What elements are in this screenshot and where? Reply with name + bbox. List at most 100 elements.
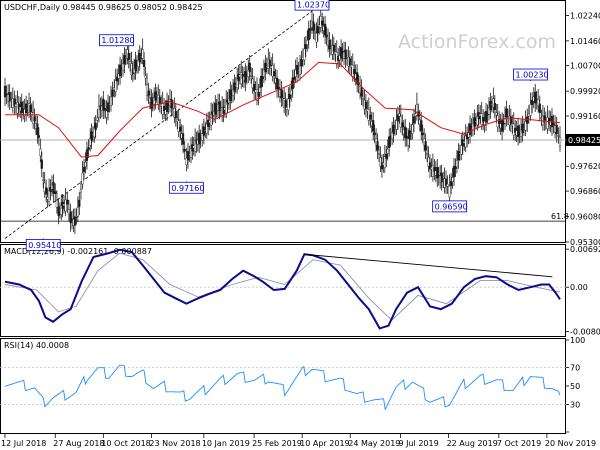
price-bar-body xyxy=(69,211,72,224)
annotation-box xyxy=(432,200,468,213)
price-bar-body xyxy=(444,178,448,186)
price-bar-body xyxy=(457,151,460,161)
price-bar-body xyxy=(247,69,250,77)
watermark: ActionForex.com xyxy=(398,31,556,53)
fib-618-label: 61.8 xyxy=(551,212,569,221)
annotation-box xyxy=(294,0,330,11)
price-bar-body xyxy=(17,103,20,109)
price-bar-body xyxy=(114,80,117,92)
price-bar-body xyxy=(489,100,492,111)
price-bar-body xyxy=(543,115,546,123)
rsi-tick-label: 70 xyxy=(570,364,580,373)
price-bar-body xyxy=(179,126,182,132)
price-bar-body xyxy=(482,116,485,122)
axis-layer: 1.02240 1.01460 1.00700 0.99920 0.99160 0.984… xyxy=(1,11,600,448)
macd-tick-label: 0.006927 xyxy=(570,245,600,254)
price-bar-body xyxy=(218,101,221,111)
price-bar-body xyxy=(251,78,254,89)
price-bar-body xyxy=(118,64,122,77)
price-bar-body xyxy=(207,119,210,127)
price-bar-body xyxy=(313,31,317,33)
price-bar-body xyxy=(75,216,78,218)
price-bar-body xyxy=(353,69,356,74)
price-bar-body xyxy=(84,161,87,167)
price-bar-body xyxy=(468,123,472,135)
price-bar-body xyxy=(13,98,16,106)
price-bar-body xyxy=(275,77,279,90)
price-bar-body xyxy=(102,98,105,111)
price-bar-body xyxy=(298,65,302,76)
macd-label: MACD(12,26,9) -0.002161 -0.000887 xyxy=(4,247,152,256)
price-bar-body xyxy=(412,116,416,124)
price-bar-body xyxy=(177,120,180,132)
price-bar-body xyxy=(376,141,379,151)
price-bar-body xyxy=(519,129,523,137)
price-bar-body xyxy=(505,108,508,118)
price-bar-body xyxy=(295,65,299,75)
price-bar-body xyxy=(79,189,83,193)
price-bar-body xyxy=(405,135,408,139)
rsi-line xyxy=(4,364,561,411)
price-bar-body xyxy=(89,138,92,146)
price-bar-body xyxy=(248,62,251,73)
price-tick-label: 0.99920 xyxy=(570,87,600,96)
price-bar-body xyxy=(147,90,150,96)
price-bar-body xyxy=(137,60,140,68)
price-bar-body xyxy=(517,125,520,138)
price-bar-body xyxy=(455,160,459,168)
price-tick-label: 1.00700 xyxy=(570,62,600,71)
x-tick-label: 25 Feb 2019 xyxy=(252,439,302,448)
price-bar-body xyxy=(547,118,551,123)
price-bar-body xyxy=(483,121,486,126)
x-tick-label: 10 Jan 2019 xyxy=(202,439,250,448)
price-bar-body xyxy=(309,28,312,31)
price-bar-body xyxy=(534,91,537,104)
price-bar-body xyxy=(111,89,114,97)
price-bar-body xyxy=(164,109,167,115)
rsi-layer xyxy=(0,364,566,411)
price-bar-body xyxy=(29,105,32,113)
price-bar-body xyxy=(170,98,173,108)
price-bar-body xyxy=(96,117,99,121)
price-bar-body xyxy=(8,92,11,102)
price-bar-body xyxy=(252,83,256,91)
price-bar-body xyxy=(176,119,179,122)
price-bar-body xyxy=(500,120,504,132)
price-bar-body xyxy=(454,166,457,169)
price-bar-body xyxy=(103,108,107,111)
price-bar-body xyxy=(361,98,365,100)
price-bar-body xyxy=(52,182,55,194)
price-annotation: 0.95410 xyxy=(25,238,61,251)
price-bar-body xyxy=(280,88,283,99)
price-bar-body xyxy=(546,117,549,129)
rsi-panel-frame xyxy=(0,338,566,434)
price-bar-body xyxy=(399,116,402,128)
price-bar-body xyxy=(181,133,185,145)
rsi-tick-label: 30 xyxy=(570,400,580,409)
rsi-tick-label: 50 xyxy=(570,382,580,391)
price-bar-body xyxy=(237,74,240,82)
price-annotation: 1.01280 xyxy=(99,34,135,47)
x-tick-label: 24 May 2019 xyxy=(348,439,400,448)
price-bar-body xyxy=(271,65,274,77)
x-tick-label: 9 Jul 2019 xyxy=(398,439,438,448)
annotation-box xyxy=(25,239,61,251)
price-bar-body xyxy=(452,165,456,178)
macd-layer xyxy=(0,248,566,330)
price-bar-body xyxy=(123,55,126,65)
macd-line xyxy=(4,248,561,330)
price-bar-body xyxy=(143,59,146,67)
annotation-box xyxy=(513,68,548,81)
price-bar-body xyxy=(273,71,276,77)
price-tick-label: 0.95300 xyxy=(570,238,600,247)
price-bar-body xyxy=(460,145,463,155)
price-bar-body xyxy=(40,159,43,169)
price-bar-body xyxy=(372,120,375,132)
annotation-box xyxy=(99,34,134,47)
price-tick-label: 0.96080 xyxy=(570,213,600,222)
price-bar-body xyxy=(427,157,430,167)
annotation-label: 1.00230 xyxy=(516,71,549,80)
rsi-label: RSI(14) 40.0008 xyxy=(4,341,69,350)
price-bar-body xyxy=(552,122,555,126)
price-bar-body xyxy=(373,132,376,136)
